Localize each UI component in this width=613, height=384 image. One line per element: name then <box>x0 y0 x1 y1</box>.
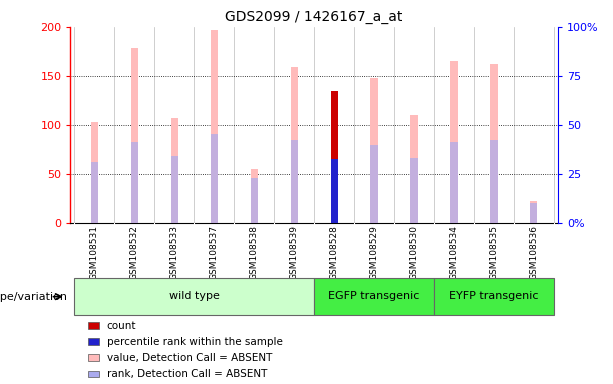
Bar <box>88 338 99 345</box>
Bar <box>370 78 378 223</box>
Bar <box>411 115 417 223</box>
Bar <box>171 118 178 223</box>
Bar <box>490 141 498 223</box>
Text: value, Detection Call = ABSENT: value, Detection Call = ABSENT <box>107 353 272 363</box>
Text: GSM108533: GSM108533 <box>170 225 179 280</box>
Text: GSM108534: GSM108534 <box>449 225 459 280</box>
Bar <box>75 278 314 315</box>
Bar <box>451 61 457 223</box>
Bar <box>251 169 258 223</box>
Text: GSM108528: GSM108528 <box>330 225 338 280</box>
Text: percentile rank within the sample: percentile rank within the sample <box>107 337 283 347</box>
Bar <box>251 178 258 223</box>
Bar <box>211 30 218 223</box>
Text: GSM108531: GSM108531 <box>90 225 99 280</box>
Title: GDS2099 / 1426167_a_at: GDS2099 / 1426167_a_at <box>226 10 403 25</box>
Bar <box>330 159 338 223</box>
Bar <box>530 203 538 223</box>
Text: EGFP transgenic: EGFP transgenic <box>329 291 420 301</box>
Text: GSM108530: GSM108530 <box>409 225 419 280</box>
Bar <box>451 142 457 223</box>
Bar <box>330 91 338 223</box>
Bar <box>88 354 99 361</box>
Bar <box>131 142 138 223</box>
Text: GSM108539: GSM108539 <box>290 225 299 280</box>
Text: EYFP transgenic: EYFP transgenic <box>449 291 539 301</box>
Text: GSM108537: GSM108537 <box>210 225 219 280</box>
Bar <box>370 146 378 223</box>
Bar <box>330 159 338 223</box>
Text: GSM108532: GSM108532 <box>130 225 139 280</box>
Bar <box>330 91 338 223</box>
Text: GSM108538: GSM108538 <box>249 225 259 280</box>
Bar <box>91 122 98 223</box>
Bar <box>131 48 138 223</box>
Bar <box>411 158 417 223</box>
Bar <box>291 67 298 223</box>
Text: count: count <box>107 321 136 331</box>
Bar <box>211 134 218 223</box>
Bar <box>490 64 498 223</box>
Bar <box>291 141 298 223</box>
Text: GSM108536: GSM108536 <box>530 225 538 280</box>
Bar <box>91 162 98 223</box>
Text: GSM108535: GSM108535 <box>489 225 498 280</box>
Bar <box>88 371 99 377</box>
Bar <box>88 322 99 329</box>
Bar <box>530 201 538 223</box>
Bar <box>314 278 434 315</box>
Text: GSM108529: GSM108529 <box>370 225 379 280</box>
Text: wild type: wild type <box>169 291 220 301</box>
Bar <box>434 278 554 315</box>
Bar <box>171 156 178 223</box>
Text: rank, Detection Call = ABSENT: rank, Detection Call = ABSENT <box>107 369 267 379</box>
Text: genotype/variation: genotype/variation <box>0 291 67 302</box>
